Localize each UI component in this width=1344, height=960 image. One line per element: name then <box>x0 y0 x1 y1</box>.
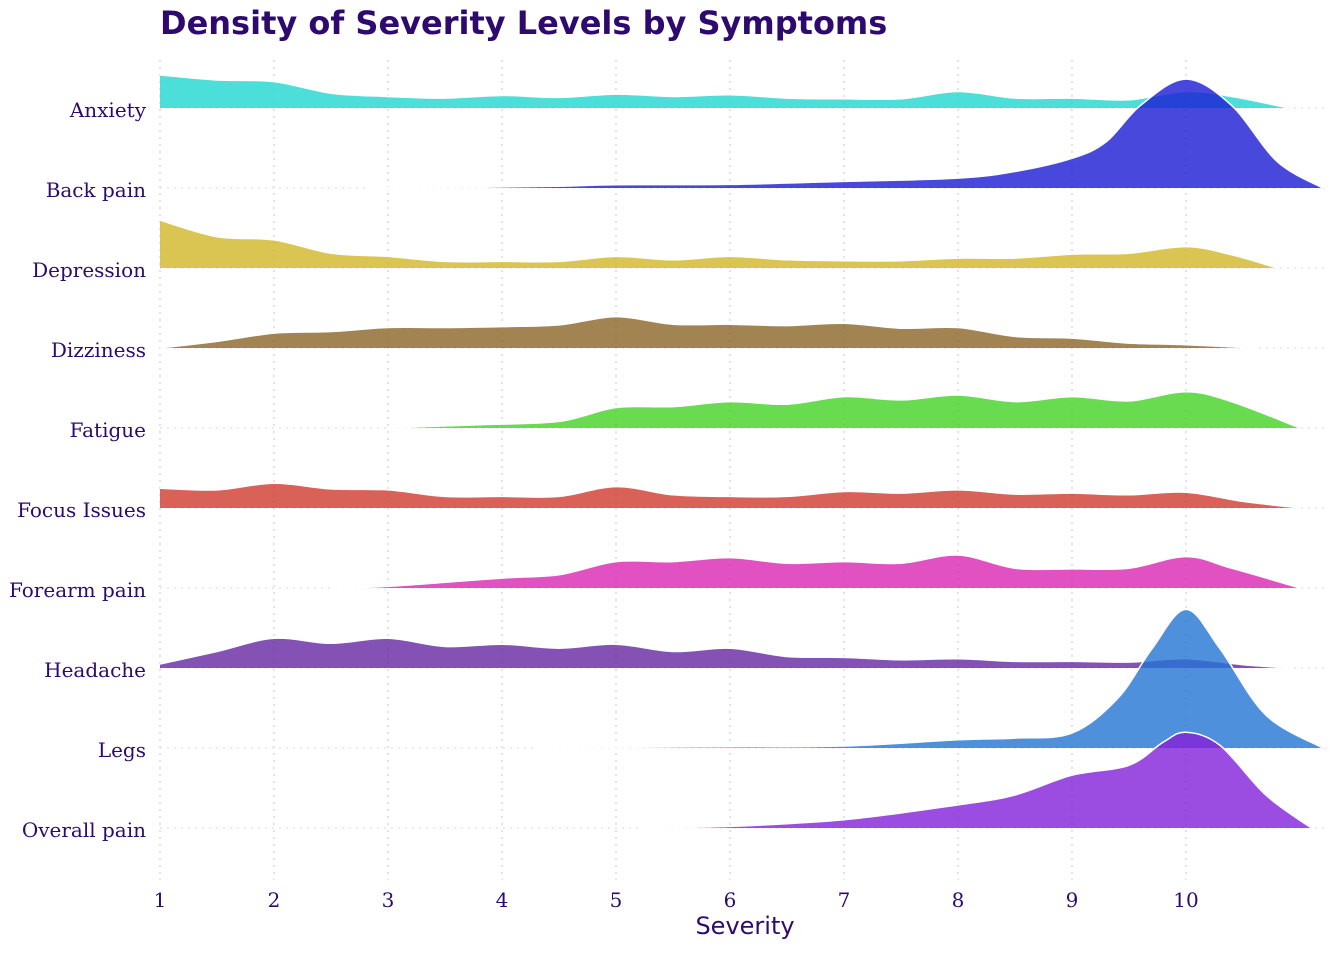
y-axis-labels: Anxiety Back pain Depression Dizziness Fatig… <box>9 98 147 842</box>
ridge-area-anxiety <box>160 75 1289 108</box>
x-tick-label: 3 <box>382 888 395 912</box>
x-axis-title: Severity <box>695 912 795 940</box>
ridge-outline-focus-issues <box>159 482 1301 509</box>
y-axis-label: Focus Issues <box>17 498 146 522</box>
ridge-area-legs <box>536 609 1323 748</box>
x-tick-label: 1 <box>154 888 167 912</box>
x-tick-label: 2 <box>268 888 281 912</box>
y-axis-label: Legs <box>98 738 146 762</box>
ridge-outline-overall-pain <box>638 731 1312 829</box>
ridge-area-focus-issues <box>160 483 1300 508</box>
ridge-area-overall-pain <box>638 732 1312 828</box>
ridge-outline-anxiety <box>159 74 1289 109</box>
y-axis-label: Anxiety <box>69 98 147 122</box>
ridge-outline-back-pain <box>365 78 1324 189</box>
y-axis-label: Headache <box>44 658 146 682</box>
x-tick-label: 10 <box>1173 888 1198 912</box>
y-axis-label: Depression <box>32 258 146 282</box>
x-axis-ticks: 1 2 3 4 5 6 7 8 9 10 <box>154 888 1199 912</box>
ridge-area-headache <box>160 638 1289 668</box>
y-axis-label: Fatigue <box>70 418 146 442</box>
x-tick-label: 7 <box>838 888 851 912</box>
x-tick-label: 9 <box>1066 888 1079 912</box>
ridge-outline-legs <box>536 608 1324 749</box>
y-axis-label: Overall pain <box>22 818 146 842</box>
ridge-layer <box>159 74 1324 829</box>
ridge-area-dizziness <box>160 316 1255 348</box>
chart-title: Density of Severity Levels by Symptoms <box>160 4 888 42</box>
ridge-area-fatigue <box>388 391 1300 428</box>
y-axis-label: Dizziness <box>51 338 146 362</box>
ridge-area-back-pain <box>365 79 1323 188</box>
ridge-outline-depression <box>159 219 1278 269</box>
x-tick-label: 8 <box>952 888 965 912</box>
ridge-area-depression <box>160 220 1278 268</box>
ridge-outline-fatigue <box>387 390 1301 429</box>
x-tick-label: 6 <box>724 888 737 912</box>
ridge-outline-forearm-pain <box>330 554 1301 589</box>
ridge-area-forearm-pain <box>331 554 1300 588</box>
y-axis-label: Forearm pain <box>9 578 146 602</box>
y-axis-label: Back pain <box>46 178 146 202</box>
ridge-outline-headache <box>159 637 1289 669</box>
x-tick-label: 5 <box>610 888 623 912</box>
ridge-outline-dizziness <box>159 315 1255 349</box>
x-tick-label: 4 <box>496 888 509 912</box>
